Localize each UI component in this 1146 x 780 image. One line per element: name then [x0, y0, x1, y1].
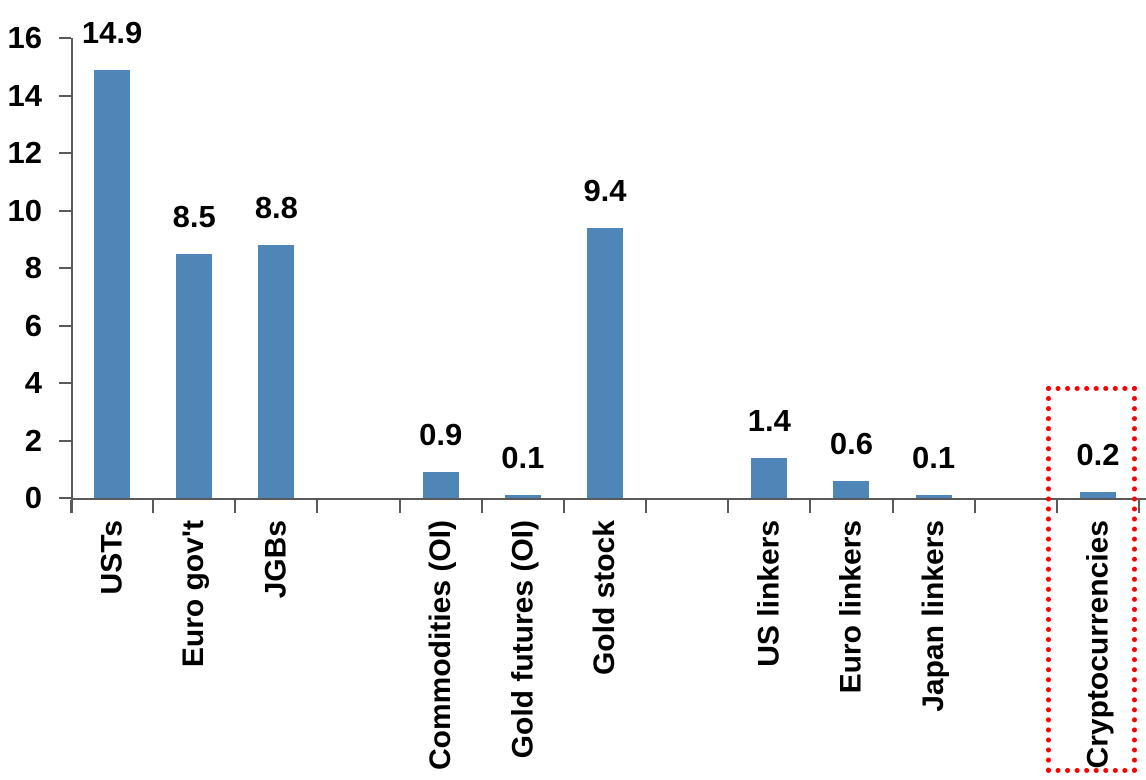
bar	[94, 69, 131, 498]
bar	[422, 472, 459, 498]
bar-value-label: 1.4	[747, 402, 791, 438]
bar	[833, 480, 870, 498]
x-tick	[70, 500, 72, 513]
bar-value-label: 0.9	[419, 417, 463, 453]
bar-value-label: 0.1	[501, 440, 545, 476]
y-tick	[59, 439, 71, 442]
y-axis-line	[71, 38, 73, 513]
bar-value-label: 0.1	[912, 440, 956, 476]
bar	[258, 245, 295, 498]
x-axis-line	[71, 498, 1146, 500]
x-tick	[645, 500, 648, 513]
y-axis-tick-label: 4	[24, 365, 42, 400]
bar	[504, 495, 541, 498]
category-label: Euro linkers	[834, 520, 868, 694]
x-tick	[1055, 500, 1058, 513]
bar-value-label: 0.6	[829, 425, 873, 461]
category-label: Commodities (OI)	[423, 520, 457, 771]
x-tick	[398, 500, 401, 513]
x-tick	[152, 500, 155, 513]
category-label: USTs	[95, 520, 129, 595]
category-label: Japan linkers	[916, 520, 950, 712]
x-tick	[727, 500, 730, 513]
y-axis-tick-label: 14	[7, 77, 42, 113]
y-axis-tick-label: 12	[7, 135, 42, 170]
y-tick	[59, 324, 71, 327]
bar	[915, 495, 952, 498]
bar-value-label: 8.5	[172, 198, 216, 234]
y-tick	[59, 209, 71, 212]
y-axis-tick-label: 10	[7, 192, 42, 228]
x-tick	[1138, 500, 1140, 513]
x-tick	[809, 500, 812, 513]
bar-value-label: 0.2	[1076, 437, 1120, 473]
bar	[176, 253, 213, 498]
bar	[751, 457, 788, 498]
y-tick	[59, 497, 71, 499]
x-tick	[234, 500, 237, 513]
category-label: Gold futures (OI)	[505, 520, 539, 759]
bar-value-label: 9.4	[583, 172, 627, 208]
y-axis-tick-label: 16	[7, 20, 42, 55]
category-label: Gold stock	[588, 520, 621, 676]
y-axis-tick-label: 2	[24, 422, 42, 458]
bar	[1079, 492, 1116, 498]
category-label: JGBs	[259, 520, 293, 599]
x-tick	[562, 500, 565, 513]
category-label: US linkers	[752, 520, 786, 667]
y-tick	[59, 94, 71, 97]
x-tick	[973, 500, 976, 513]
bar-value-label: 8.8	[254, 190, 298, 225]
bar-value-label: 14.9	[81, 14, 143, 50]
y-axis-tick-label: 8	[24, 250, 42, 285]
y-tick	[59, 382, 71, 384]
y-tick	[59, 267, 71, 269]
category-label: Euro gov't	[177, 520, 211, 668]
bar	[587, 227, 623, 498]
y-tick	[59, 152, 71, 154]
x-tick	[891, 500, 894, 513]
y-tick	[59, 37, 71, 39]
highlight-box	[1046, 386, 1137, 773]
x-tick	[480, 500, 483, 513]
x-tick	[316, 500, 319, 513]
y-axis-tick-label: 0	[24, 480, 42, 515]
y-axis-tick-label: 6	[24, 307, 42, 343]
